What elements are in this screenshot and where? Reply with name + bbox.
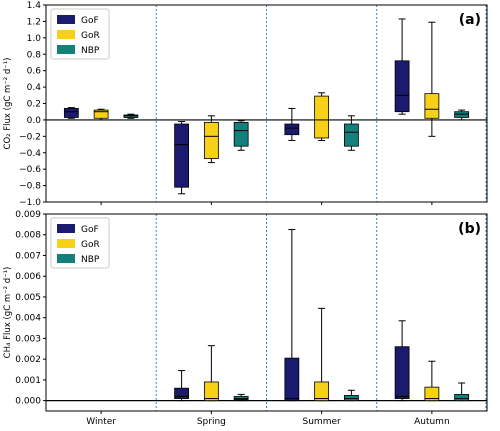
box-nbp-autumn [454,382,470,402]
box-body [284,357,300,402]
box-gor-autumn [424,21,440,137]
box-body [93,109,109,119]
box-body [233,121,249,147]
y-tick-label: 0.2 [27,100,41,110]
box-gor-autumn [424,360,440,402]
y-tick-label: −0.6 [19,165,41,175]
box-body [424,386,440,402]
box-nbp-summer [343,389,359,402]
y-axis-label: CO₂ Flux (gC m⁻² d⁻¹) [3,58,13,150]
box-gof-autumn [394,320,410,402]
panel-tag: (b) [458,221,481,237]
box-gor-spring [203,115,219,164]
box-nbp-autumn [454,109,470,121]
legend-swatch [57,239,75,248]
y-tick-label: −0.8 [19,182,41,192]
box-body [314,95,330,139]
box-body [394,346,410,399]
box-body [233,396,249,400]
y-tick-label: 0.0 [27,116,42,126]
y-tick-label: 0.001 [15,376,41,386]
y-tick-label: 0.4 [27,83,42,93]
legend-swatch [57,224,75,233]
box-body [343,123,359,147]
box-nbp-spring [233,120,249,151]
box-body [174,123,190,188]
y-tick-label: −1.0 [19,198,41,208]
axes-frame [45,213,488,412]
x-tick-label: Spring [197,417,226,427]
box-gof-spring [174,370,190,402]
box-gor-summer [314,307,330,402]
y-tick-label: 0.004 [15,314,41,324]
y-axis-label: CH₄ Flux (gC m⁻² d⁻¹) [3,267,13,359]
box-body [394,60,410,113]
legend-label: GoR [81,31,100,41]
box-nbp-winter [123,113,139,119]
legend-swatch [57,254,75,263]
box-nbp-summer [343,115,359,151]
x-tick-label: Autumn [414,417,450,427]
box-body [284,123,300,136]
legend-label: GoF [81,16,99,26]
box-gor-summer [314,92,330,141]
panel-b: 0.000 0.001 0.002 0.003 0.004 0.005 0.006 0.007… [3,210,488,427]
legend-label: NBP [81,46,100,56]
legend-swatch [57,30,75,39]
y-tick-label: 0.002 [15,355,41,365]
y-tick-label: 0.008 [15,231,41,241]
y-tick-label: 0.005 [15,293,41,303]
box-gof-summer [284,107,300,141]
y-tick-label: 0.6 [27,67,42,77]
box-gor-spring [203,345,219,402]
box-body [203,121,219,159]
box-body [343,395,359,402]
y-tick-label: 1.4 [27,1,42,11]
legend-label: NBP [81,255,100,265]
y-tick-label: −0.4 [19,149,41,159]
y-tick-label: 0.009 [15,210,41,220]
legend-label: GoR [81,240,100,250]
box-body [174,387,190,399]
y-tick-label: 1.2 [27,17,41,27]
legend: GoF GoR NBP [50,217,110,269]
y-tick-label: 0.8 [27,50,42,60]
box-gof-winter [63,107,79,119]
box-gof-autumn [394,18,410,115]
y-tick-label: 1.0 [27,34,42,44]
legend: GoF GoR NBP [50,8,110,60]
legend-swatch [57,45,75,54]
y-tick-label: 0.000 [15,397,41,407]
box-body [454,394,470,402]
x-tick-label: Winter [86,417,116,427]
y-tick-label: 0.007 [15,251,41,261]
box-gof-summer [284,229,300,402]
box-nbp-spring [233,393,249,402]
y-tick-label: 0.003 [15,334,41,344]
x-tick-label: Summer [303,417,341,427]
legend-label: GoF [81,225,99,235]
box-body [203,381,219,402]
box-gor-winter [93,108,109,121]
box-gof-spring [174,121,190,195]
box-body [314,381,330,402]
legend-swatch [57,15,75,24]
box-body [424,93,440,119]
y-tick-label: 0.006 [15,272,41,282]
y-tick-label: −0.2 [19,132,41,142]
box-body [63,108,79,118]
panel-tag: (a) [459,12,481,28]
panel-a: −1.0 −0.8 −0.6 −0.4 −0.2 0.0 0.2 0.4 0.6 0.8 1.0 1.… [3,1,488,208]
